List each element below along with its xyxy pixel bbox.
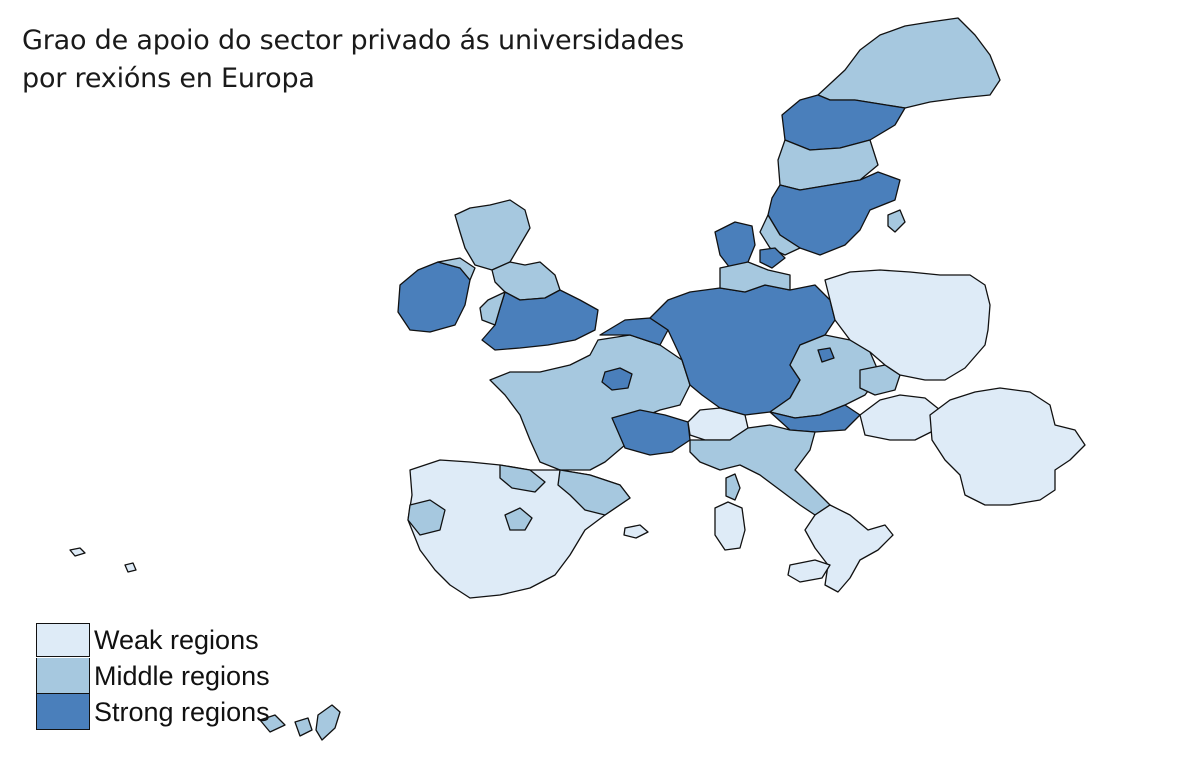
region-sicily xyxy=(787,559,831,583)
legend-label-middle: Middle regions xyxy=(94,660,270,691)
region-england-strong xyxy=(481,289,599,351)
region-catalonia xyxy=(557,469,631,516)
region-canary-1 xyxy=(259,714,286,733)
legend-item-weak: Weak regions xyxy=(36,622,270,658)
region-sardinia xyxy=(714,501,746,551)
region-paris xyxy=(601,367,633,391)
region-corsica xyxy=(725,473,741,501)
region-hungary xyxy=(859,394,941,441)
region-balearic xyxy=(623,524,649,539)
region-canary-3 xyxy=(315,704,341,741)
region-azores xyxy=(69,547,86,557)
title-line-2: por rexións en Europa xyxy=(22,63,315,94)
legend-swatch-strong xyxy=(36,694,90,730)
region-portugal-north xyxy=(407,499,446,536)
region-romania xyxy=(929,387,1086,506)
region-prague xyxy=(817,347,835,363)
region-northern-ireland xyxy=(437,257,476,281)
region-north-italy xyxy=(689,424,831,516)
region-gotland xyxy=(887,209,906,233)
map-title: Grao de apoio do sector privado ás unive… xyxy=(22,22,684,98)
legend-label-weak: Weak regions xyxy=(94,624,259,655)
legend-swatch-middle xyxy=(36,658,90,694)
region-germany-north xyxy=(719,261,791,293)
region-poland xyxy=(824,269,991,381)
region-wales xyxy=(479,291,506,326)
legend-label-strong: Strong regions xyxy=(94,696,270,727)
region-rhone-alpes xyxy=(611,409,691,456)
region-madrid xyxy=(504,507,533,531)
title-line-1: Grao de apoio do sector privado ás unive… xyxy=(22,25,684,56)
region-south-italy xyxy=(804,504,894,593)
legend: Weak regions Middle regions Strong regio… xyxy=(36,622,270,730)
legend-item-middle: Middle regions xyxy=(36,658,270,694)
region-denmark xyxy=(714,221,756,269)
region-canary-2 xyxy=(294,717,313,737)
region-basque xyxy=(499,464,546,493)
region-norway-west xyxy=(759,214,801,256)
legend-item-strong: Strong regions xyxy=(36,694,270,730)
region-denmark-islands xyxy=(759,247,786,269)
region-ireland xyxy=(397,261,471,333)
region-scotland xyxy=(454,199,531,271)
region-scandinavia-north xyxy=(817,17,1001,109)
region-madeira xyxy=(124,562,137,573)
legend-swatch-weak xyxy=(36,623,90,657)
